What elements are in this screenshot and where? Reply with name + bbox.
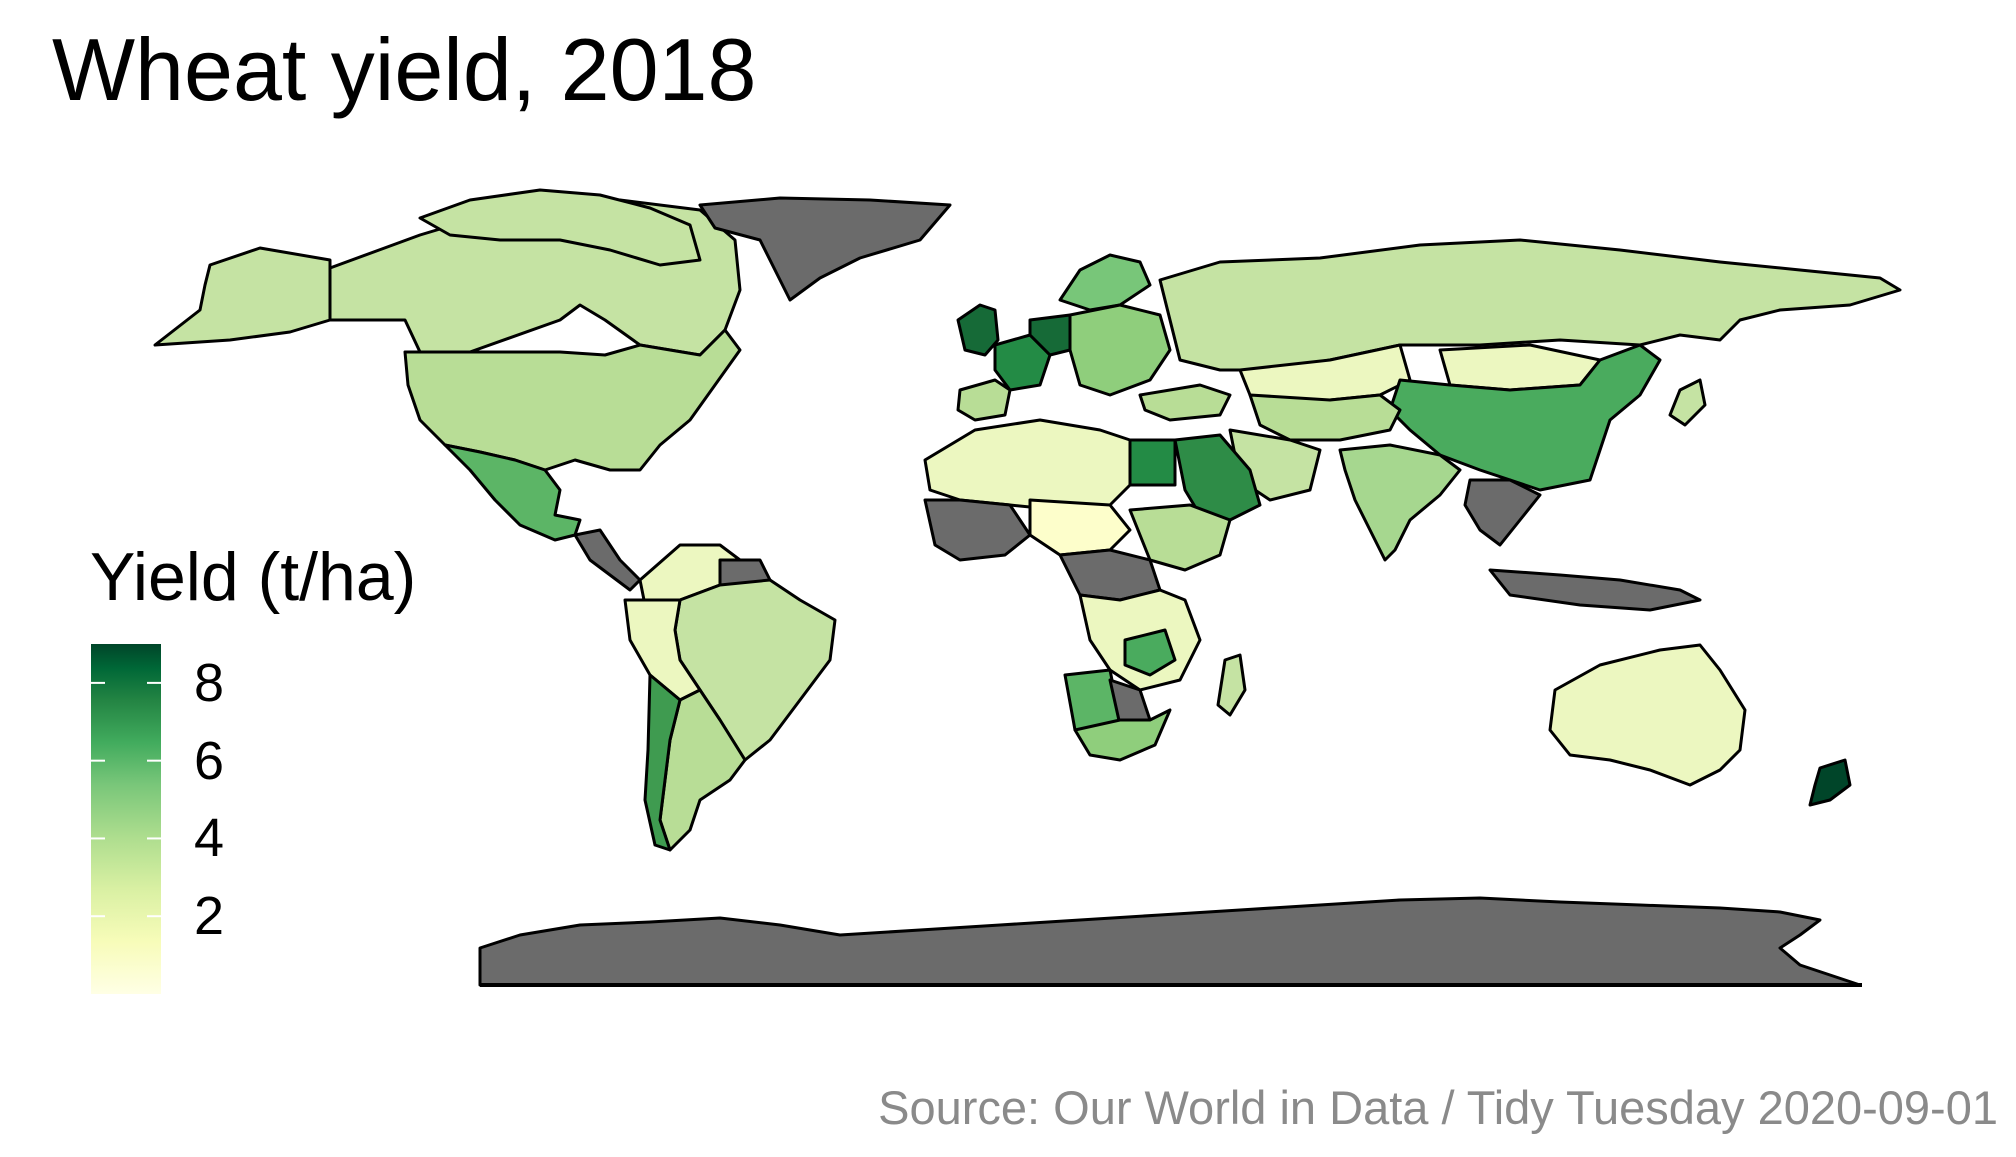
- region-india: [1338, 443, 1462, 562]
- region-alaska: [153, 246, 332, 347]
- region-mexico: [443, 443, 582, 542]
- region-australia: [1548, 643, 1747, 787]
- region-madagascar: [1216, 653, 1247, 717]
- region-japan: [1668, 378, 1707, 427]
- region-central-america: [573, 528, 642, 592]
- legend-tick-label: 2: [194, 886, 225, 947]
- region-southeast-asia: [1463, 478, 1542, 547]
- legend-tick-label: 4: [194, 808, 225, 869]
- legend-color-bar: [91, 644, 161, 994]
- page-title: Wheat yield, 2018: [52, 20, 757, 119]
- region-indonesia: [1488, 568, 1702, 612]
- region-greenland: [698, 196, 952, 302]
- region-uk-ireland: [956, 303, 1000, 357]
- legend-title: Yield (t/ha): [90, 539, 417, 615]
- region-south-africa: [1073, 708, 1172, 762]
- region-turkey: [1138, 383, 1232, 422]
- source-caption: Source: Our World in Data / Tidy Tuesday…: [878, 1081, 1998, 1134]
- legend-tick-label: 8: [194, 652, 225, 713]
- region-scandinavia: [1058, 253, 1152, 312]
- region-egypt: [1128, 438, 1177, 487]
- region-central-asia: [1248, 393, 1402, 442]
- region-sahel: [1028, 498, 1132, 557]
- region-arctic-islands: [418, 188, 702, 267]
- region-west-africa: [923, 498, 1032, 562]
- region-zambia: [1123, 628, 1177, 677]
- region-chile: [643, 673, 682, 852]
- legend-tick-label: 6: [194, 730, 225, 791]
- region-north-africa: [923, 418, 1132, 512]
- region-mongolia: [1438, 343, 1602, 392]
- region-eastern-europe: [1068, 303, 1172, 397]
- region-iberia: [956, 378, 1012, 422]
- region-antarctica: [478, 896, 1862, 987]
- region-new-zealand: [1808, 758, 1852, 807]
- region-china: [1388, 343, 1662, 492]
- region-arabia: [1173, 433, 1262, 522]
